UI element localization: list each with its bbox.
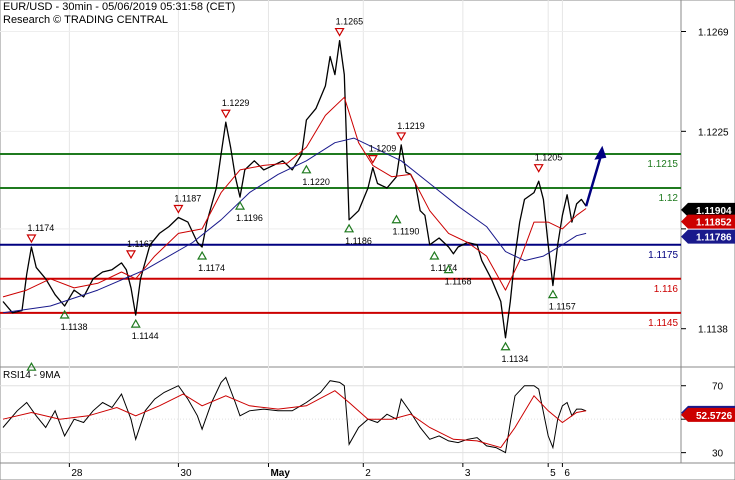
trough-label-19: 1.1157 — [549, 302, 576, 312]
price-panel — [0, 0, 682, 368]
price-last-label-1: 1.11852 — [696, 218, 732, 229]
peak-label-3: 1.1167 — [127, 239, 154, 249]
price-tick-label-3: 1.1138 — [698, 325, 728, 336]
price-axis — [680, 0, 735, 368]
trough-marker-16 — [443, 264, 454, 274]
rsi-series-rsi_ma — [2, 390, 587, 449]
trough-marker-11 — [344, 223, 355, 233]
series-ma_fast — [2, 96, 587, 298]
peak-marker-12 — [367, 155, 378, 164]
level-label-0: 1.1215 — [647, 159, 678, 170]
rsi-series-rsi — [2, 376, 587, 454]
trough-label-4: 1.1144 — [132, 331, 159, 341]
price-last-badge-0 — [681, 202, 735, 217]
turning-point-markers: 1.1174 1.1138 1.1167 1.1144 1.1187 1.1174 1.12… — [26, 17, 576, 371]
trough-marker-1 — [26, 361, 37, 371]
peak-marker-0 — [26, 234, 37, 244]
level-label-1: 1.12 — [659, 193, 679, 204]
trough-label-6: 1.1174 — [198, 263, 225, 273]
price-last-label-0: 1.11904 — [696, 206, 732, 217]
trough-label-15: 1.1174 — [430, 263, 457, 273]
trough-marker-2 — [59, 309, 70, 319]
peak-label-7: 1.1229 — [222, 98, 250, 108]
trough-label-8: 1.1196 — [236, 213, 263, 223]
rsi-last-label-1: 52.5726 — [696, 411, 733, 422]
trough-label-2: 1.1138 — [61, 322, 88, 332]
trough-label-10: 1.1220 — [302, 177, 330, 187]
rsi-tick-label-0: 70 — [712, 382, 724, 393]
peak-label-5: 1.1187 — [174, 194, 201, 204]
peak-marker-13 — [396, 132, 407, 142]
level-label-3: 1.116 — [654, 284, 679, 295]
peak-label-0: 1.1174 — [27, 223, 54, 233]
forecast-arrow-shaft — [584, 157, 602, 207]
chart-subtitle: Research © TRADING CENTRAL — [3, 14, 168, 26]
trough-marker-14 — [391, 214, 402, 224]
peak-label-13: 1.1219 — [397, 121, 425, 131]
trough-marker-15 — [429, 250, 440, 260]
peak-marker-5 — [173, 204, 184, 214]
time-label-6: 6 — [564, 468, 570, 479]
level-lines: 1.1215 1.12 1.1175 1.116 1.1145 — [0, 153, 681, 329]
time-label-5: 5 — [550, 468, 556, 479]
time-label-1: 30 — [180, 468, 192, 479]
chart-title: EUR/USD - 30min - 05/06/2019 05:31:58 (C… — [3, 1, 236, 13]
trough-label-17: 1.1134 — [502, 354, 529, 364]
time-label-2: May — [270, 468, 290, 479]
price-last-badge-1 — [681, 214, 735, 229]
time-label-3: 2 — [365, 468, 371, 479]
price-last-label-2: 1.11786 — [696, 233, 732, 244]
time-axis — [0, 462, 735, 480]
peak-label-18: 1.1205 — [535, 153, 563, 163]
rsi-series — [2, 376, 587, 454]
trough-marker-19 — [547, 289, 558, 299]
rsi-title: RSI14 - 9MA — [3, 370, 61, 381]
axis-ticks: 28 30 May 2 3 5 6 1.1269 1.1225 1.1138 70 30 — [68, 27, 729, 479]
rsi-last-badge-1 — [681, 407, 735, 422]
trough-marker-4 — [130, 318, 141, 328]
peak-marker-7 — [220, 109, 231, 119]
rsi-tick-label-2: 30 — [712, 449, 724, 460]
price-last-badge-2 — [681, 229, 735, 244]
price-tick-label-0: 1.1269 — [698, 27, 729, 38]
trough-marker-10 — [301, 164, 312, 174]
trough-label-14: 1.1190 — [392, 227, 419, 237]
price-series — [2, 39, 607, 339]
level-label-2: 1.1175 — [648, 250, 678, 261]
trough-label-11: 1.1186 — [345, 236, 372, 246]
trough-marker-17 — [500, 341, 511, 351]
peak-marker-18 — [533, 164, 544, 173]
trough-marker-8 — [235, 200, 246, 210]
forecast-arrow-head — [594, 145, 607, 160]
level-label-4: 1.1145 — [648, 318, 678, 329]
trough-label-16: 1.1168 — [445, 277, 472, 287]
price-tick-label-1: 1.1225 — [698, 127, 729, 138]
trough-marker-6 — [197, 250, 208, 260]
peak-marker-9 — [334, 27, 345, 37]
series-ma_slow — [2, 137, 587, 314]
peak-label-12: 1.1209 — [369, 144, 397, 154]
rsi-panel — [0, 366, 682, 464]
time-label-4: 3 — [465, 468, 471, 479]
series-price — [2, 39, 587, 339]
peak-label-9: 1.1265 — [336, 17, 364, 27]
time-label-0: 28 — [71, 468, 83, 479]
peak-marker-3 — [125, 250, 137, 260]
